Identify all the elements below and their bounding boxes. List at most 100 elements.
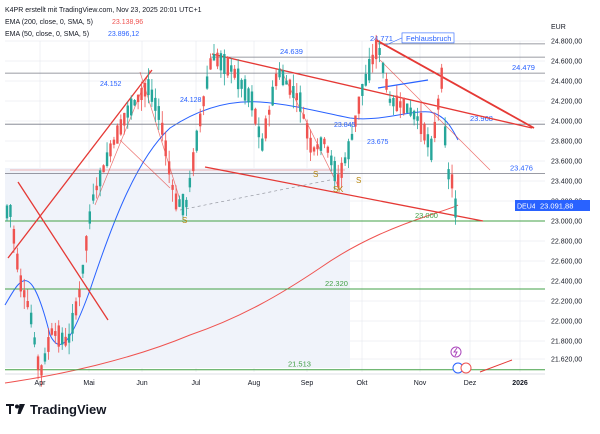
y-tick-label: 23.600,00 (551, 159, 582, 166)
candle-body (50, 328, 54, 335)
event-icons[interactable] (450, 346, 472, 374)
shaded-range (5, 168, 350, 368)
candle-body (19, 275, 22, 292)
shoulder-marker: S (333, 185, 338, 194)
candle-body (437, 98, 440, 110)
candle-body (371, 54, 374, 65)
candle-body (71, 312, 74, 334)
x-tick-label: Apr (35, 380, 47, 387)
y-tick-label: 22.200,00 (551, 299, 582, 306)
x-tick-label: Aug (248, 380, 261, 387)
candle-body (47, 337, 50, 352)
candle-body (119, 119, 123, 135)
candle-body (54, 331, 57, 336)
candle-body (236, 68, 240, 90)
y-tick-label: 22.400,00 (551, 279, 582, 286)
candle-body (319, 137, 323, 151)
candle-body (199, 113, 202, 127)
candle-body (261, 138, 264, 151)
trend-line (7, 69, 153, 259)
trend-drawings (7, 39, 535, 373)
candle-body (88, 211, 91, 224)
candle-body (181, 193, 185, 216)
level-label: 21.513 (288, 360, 311, 369)
trend-line (211, 53, 533, 129)
y-tick-label: 21.620,00 (551, 357, 582, 364)
candle-body (388, 98, 392, 103)
candle-body (326, 146, 330, 153)
candle-body (202, 96, 205, 107)
x-tick-label: Jul (192, 380, 201, 387)
candle-body (333, 160, 336, 182)
candle-body (43, 353, 47, 362)
shoulder-marker: S (182, 216, 187, 225)
shoulder-marker: S (313, 170, 318, 179)
candle-body (192, 152, 195, 172)
candle-body (285, 80, 288, 85)
candle-body (340, 162, 343, 178)
level-label: 23.476 (510, 163, 533, 172)
candle-body (219, 53, 223, 71)
candle-body (185, 199, 188, 208)
level-label: 24.771 (370, 34, 393, 43)
candle-body (454, 198, 457, 218)
candle-body (64, 336, 67, 346)
y-tick-label: 21.800,00 (551, 339, 582, 346)
currency-label: EUR (551, 24, 566, 31)
candle-body (419, 112, 423, 135)
level-label: 24.639 (280, 47, 303, 56)
candle-body (247, 88, 250, 103)
ema200-legend-label: EMA (200, close, 0, SMA, 5) (5, 19, 93, 26)
candle-body (402, 97, 405, 114)
candle-body (302, 114, 305, 119)
candle-body (443, 126, 447, 146)
candle-body (98, 170, 102, 187)
candle-body (316, 144, 319, 150)
candle-body (188, 177, 192, 188)
candle-body (23, 290, 26, 298)
candle-body (433, 121, 436, 139)
candle-body (157, 106, 160, 120)
x-tick-label: Okt (357, 380, 368, 387)
candle-body (357, 96, 361, 114)
candle-body (350, 133, 354, 140)
y-tick-label: 22.600,00 (551, 259, 582, 266)
y-tick-label: 24.800,00 (551, 39, 582, 46)
candle-body (274, 73, 278, 87)
y-tick-label: 23.800,00 (551, 139, 582, 146)
candle-body (136, 94, 140, 103)
candle-body (209, 58, 212, 70)
candle-body (61, 332, 64, 345)
y-tick-label: 23.400,00 (551, 179, 582, 186)
candle-body (154, 97, 157, 111)
y-tick-label: 22.000,00 (551, 319, 582, 326)
trend-line (17, 181, 109, 321)
candle-body (74, 301, 78, 316)
level-label: 24.479 (512, 63, 535, 72)
trend-line (375, 39, 535, 129)
time-axis[interactable]: Apr Mai Jun Jul Aug Sep Okt Nov Dez 2026 (35, 380, 528, 387)
header-title: K4PR erstellt mit TradingView.com, Nov 2… (5, 7, 202, 14)
x-tick-label: Jun (136, 380, 147, 387)
candle-body (78, 289, 81, 298)
level-label: 22.320 (325, 279, 348, 288)
candle-body (257, 126, 261, 138)
price-annotation: 23.675 (367, 139, 389, 146)
candle-body (447, 169, 450, 180)
candle-body (147, 79, 150, 96)
candle-body (395, 95, 399, 111)
candle-body (109, 143, 112, 157)
candle-body (9, 204, 12, 217)
ema50-legend-label: EMA (50, close, 0, SMA, 5) (5, 31, 89, 38)
candle-body (12, 228, 16, 244)
candle-body (337, 174, 340, 187)
ticker-value: 23.091,88 (540, 202, 573, 211)
candle-body (399, 101, 402, 108)
candle-body (409, 107, 412, 116)
candle-body (312, 147, 316, 152)
candle-body (440, 67, 443, 89)
earnings-icon[interactable] (460, 362, 472, 374)
level-label: 23.968 (470, 114, 493, 123)
